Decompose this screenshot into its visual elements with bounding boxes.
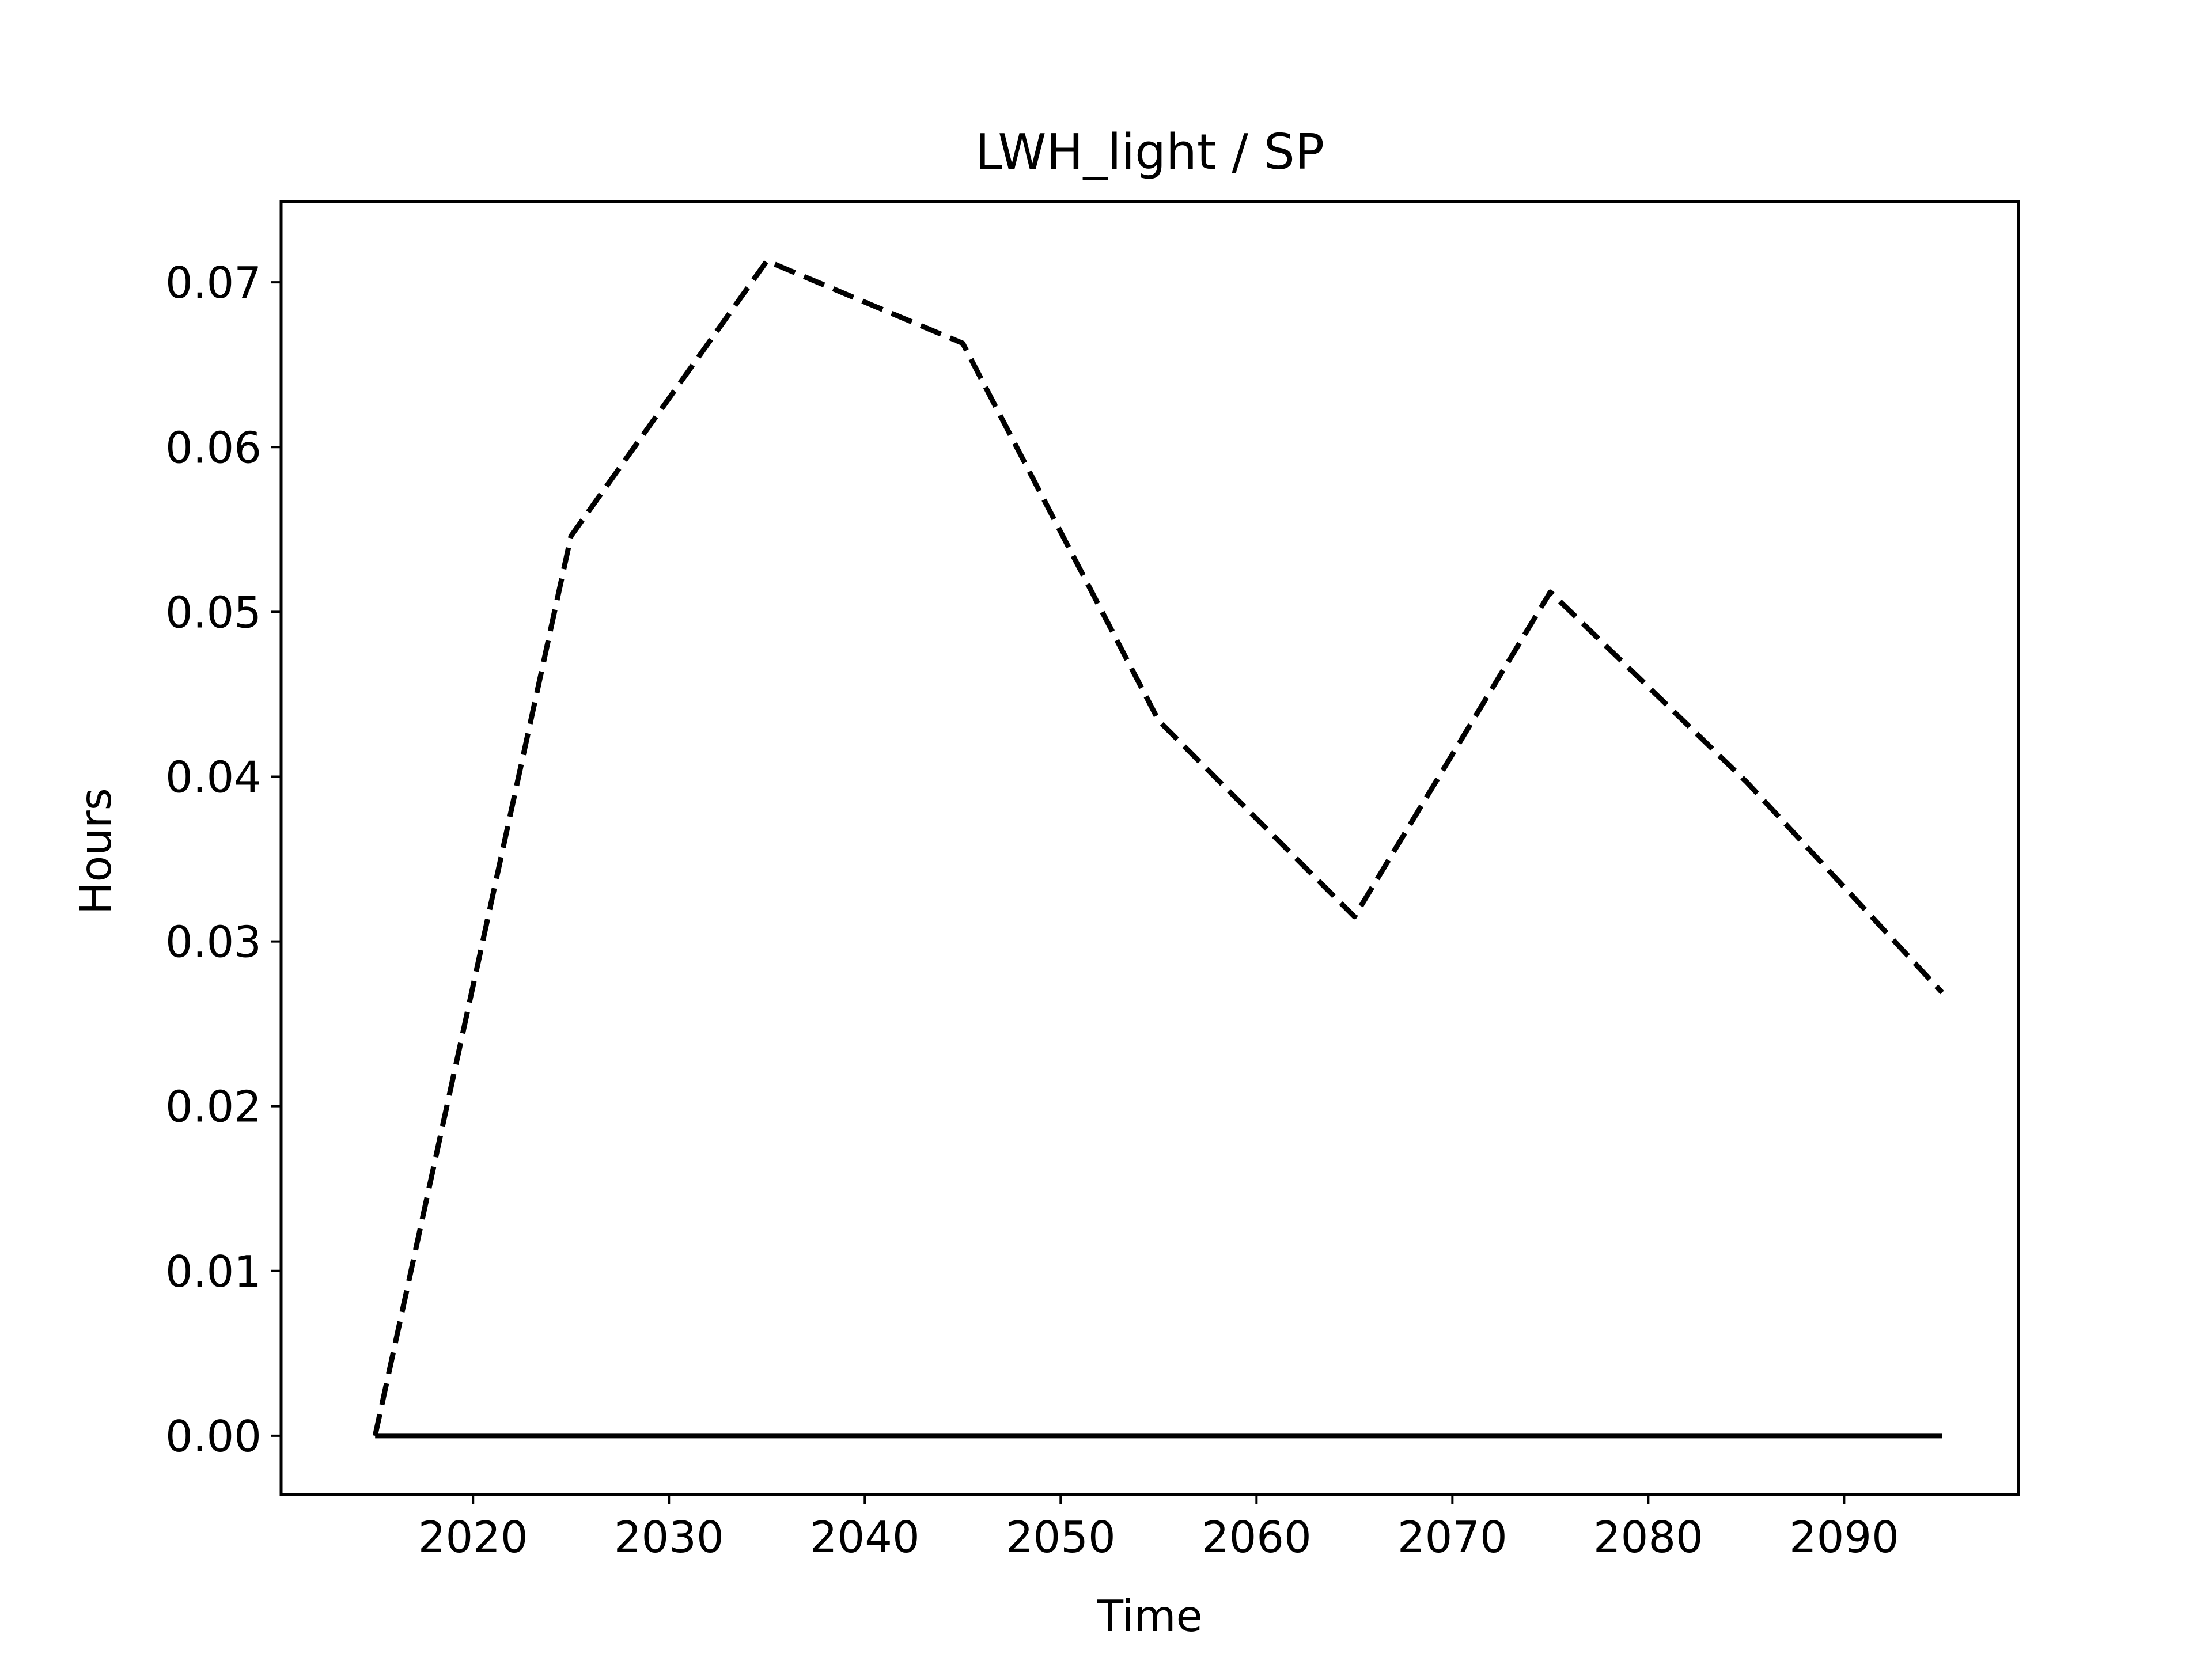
x-tick-label: 2030: [614, 1512, 724, 1563]
y-axis-label: Hours: [70, 788, 121, 915]
x-axis-label: Time: [1096, 1591, 1203, 1641]
y-tick-label: 0.02: [165, 1082, 262, 1132]
plot-area: [279, 200, 2020, 1496]
y-tick-label: 0.04: [165, 752, 262, 802]
y-tick-label: 0.01: [165, 1246, 262, 1297]
x-tick-label: 2090: [1789, 1512, 1899, 1563]
y-tick-label: 0.00: [165, 1411, 262, 1462]
x-tick-label: 2050: [1006, 1512, 1116, 1563]
axes-frame: [279, 200, 2020, 1496]
x-tick-label: 2080: [1593, 1512, 1703, 1563]
x-tick-label: 2060: [1202, 1512, 1312, 1563]
x-tick-label: 2020: [418, 1512, 528, 1563]
y-tick-label: 0.06: [165, 422, 262, 473]
series-line-1-dashed: [372, 258, 1944, 1436]
chart-title: LWH_light / SP: [975, 124, 1324, 181]
y-tick-label: 0.03: [165, 917, 262, 968]
y-tick-label: 0.07: [165, 257, 262, 308]
x-tick-label: 2070: [1397, 1512, 1508, 1563]
y-tick-label: 0.05: [165, 587, 262, 638]
x-tick-label: 2040: [810, 1512, 920, 1563]
axis-ticks: 2020 2030 2040 2050 2060 2070 2080 2090 0.00 0.01…: [165, 257, 1899, 1563]
